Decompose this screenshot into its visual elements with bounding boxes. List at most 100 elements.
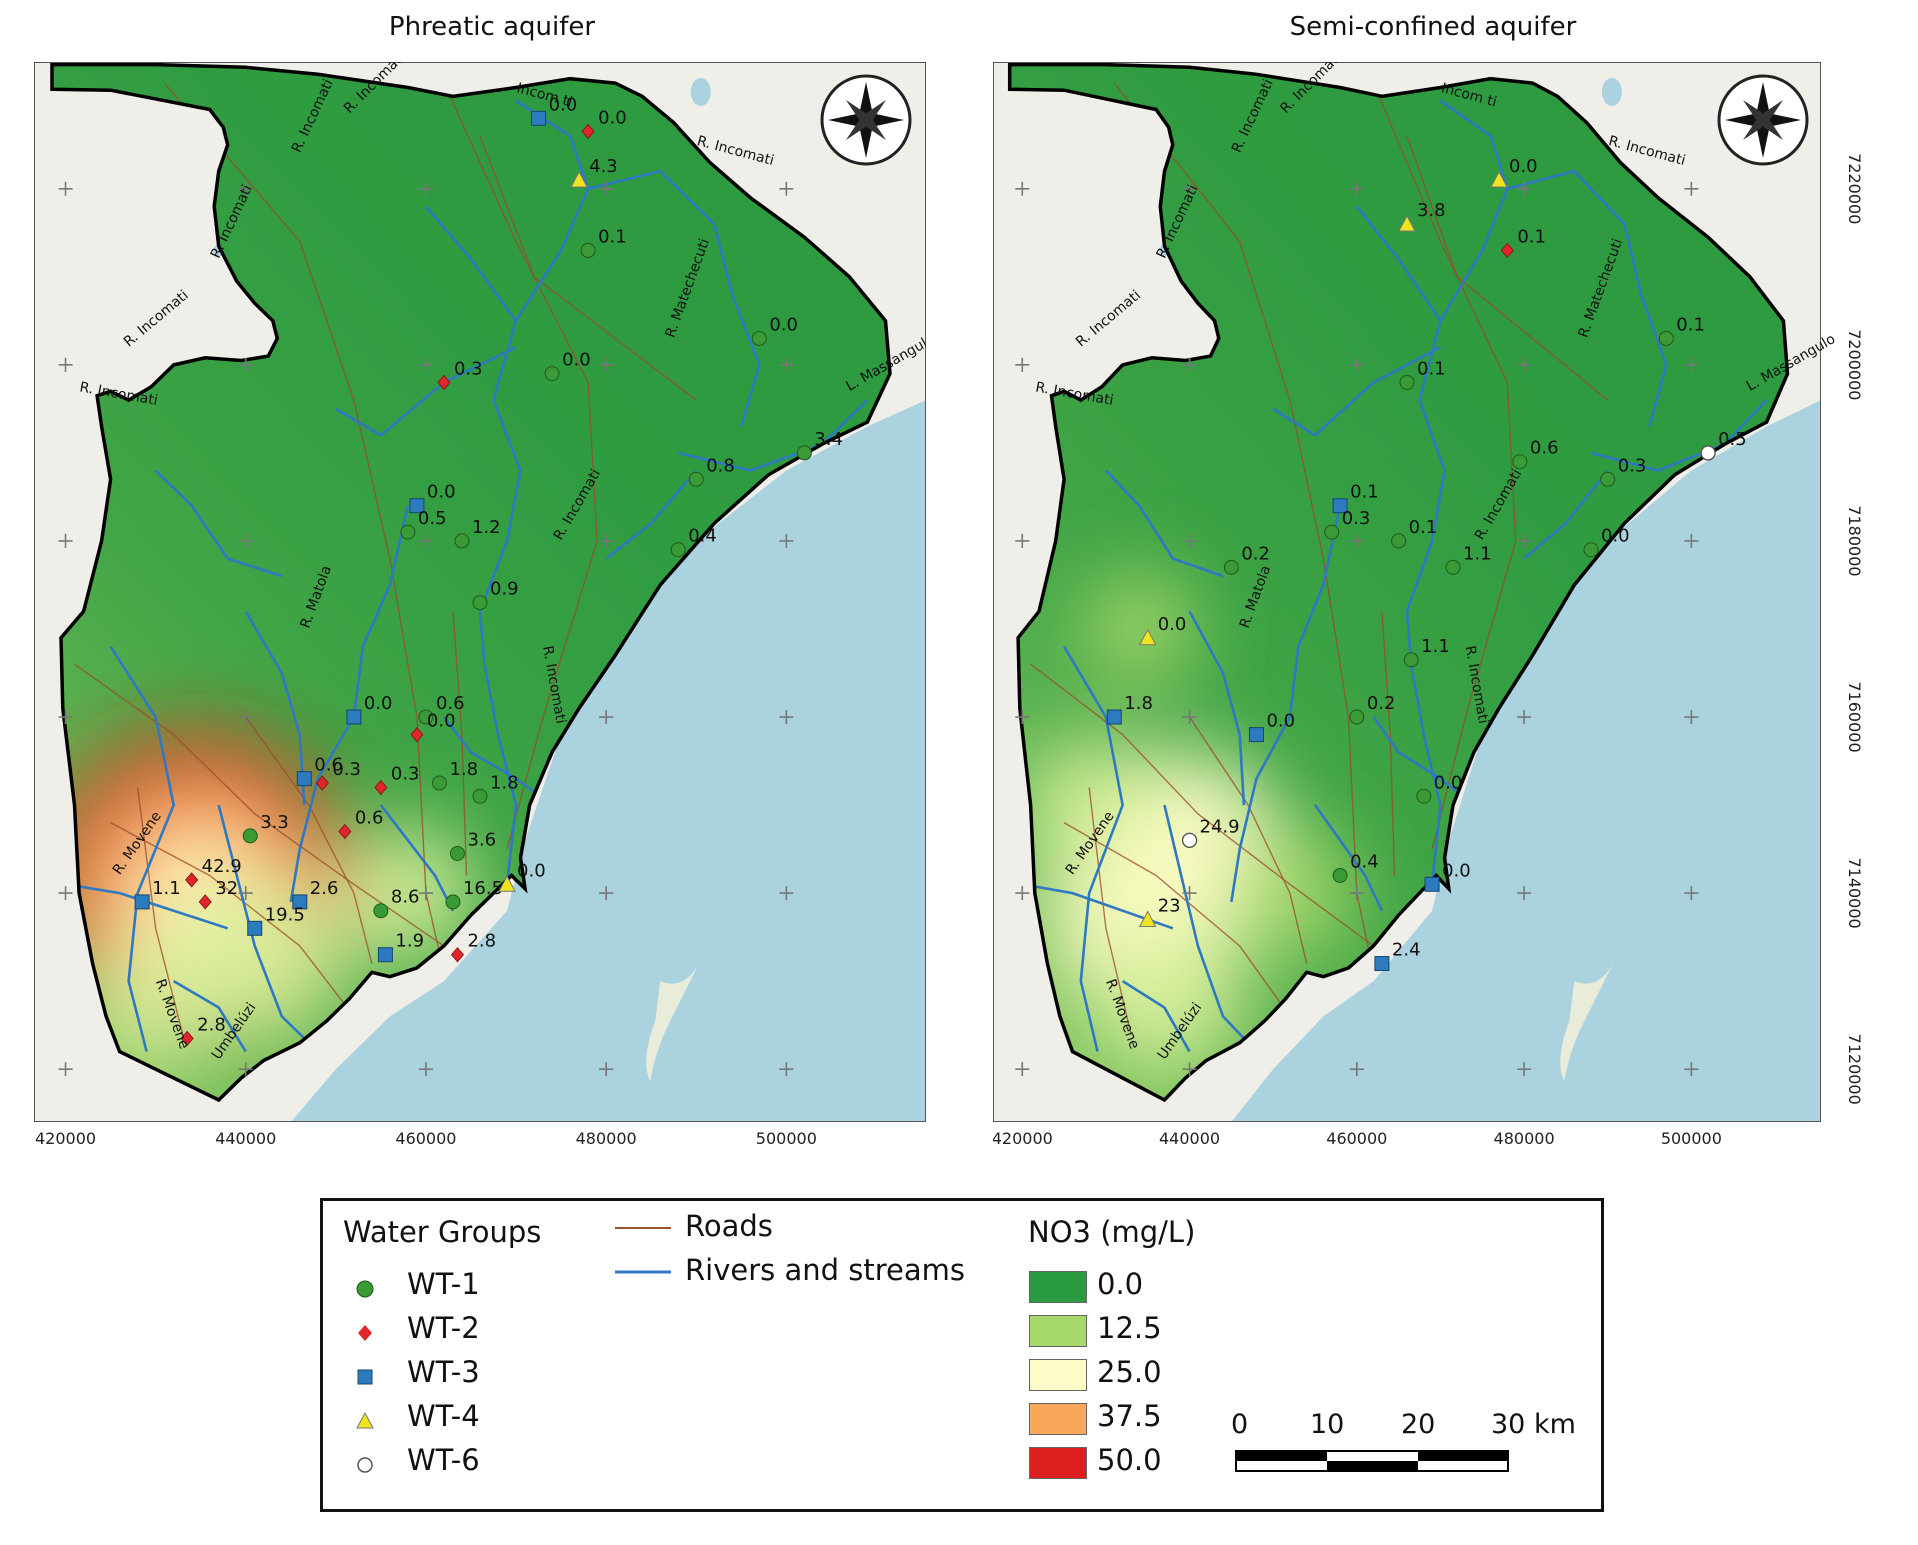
sample-point-wt-6[interactable] — [1700, 445, 1716, 461]
roads-line-icon — [615, 1227, 671, 1229]
sample-point-wt-1[interactable] — [1391, 533, 1407, 549]
sample-point-wt-3[interactable] — [409, 498, 425, 514]
sample-point-wt-2[interactable] — [185, 872, 199, 888]
sample-point-wt-1[interactable] — [1416, 788, 1432, 804]
map-frame — [34, 62, 926, 1122]
sample-point-wt-4[interactable] — [570, 170, 588, 188]
sample-point-wt-6[interactable] — [1181, 832, 1198, 848]
map-semi-confined[interactable]: 0.0 3.8 0.1 0.1 0.1 0.5 0.6 0.3 0.1 0.3 0.1 0.0 0.2 1… — [993, 62, 1871, 1152]
sample-point-wt-3[interactable] — [1248, 727, 1264, 743]
wt3-symbol-icon — [357, 1369, 373, 1385]
sample-point-wt-1[interactable] — [1403, 652, 1419, 668]
sample-point-wt-1[interactable] — [472, 595, 488, 611]
grid-cross — [238, 181, 253, 196]
sample-point-wt-3[interactable] — [134, 894, 150, 910]
sample-point-wt-2[interactable] — [315, 775, 329, 791]
grid-cross — [1349, 357, 1364, 372]
sample-value-label: 0.3 — [391, 763, 420, 784]
sample-point-wt-4[interactable] — [1138, 628, 1157, 646]
sample-point-wt-1[interactable] — [1332, 867, 1348, 883]
sample-point-wt-4[interactable] — [1138, 910, 1157, 928]
grid-cross — [418, 181, 433, 196]
grid-cross — [58, 181, 73, 196]
sample-point-wt-1[interactable] — [751, 330, 767, 346]
sample-point-wt-1[interactable] — [670, 542, 686, 558]
sample-point-wt-2[interactable] — [450, 947, 465, 963]
sample-point-wt-1[interactable] — [1512, 454, 1528, 470]
sample-point-wt-1[interactable] — [472, 788, 488, 804]
sample-point-wt-1[interactable] — [580, 242, 596, 258]
sample-point-wt-1[interactable] — [544, 366, 560, 382]
sample-point-wt-1[interactable] — [242, 828, 258, 844]
sample-point-wt-1[interactable] — [1600, 471, 1616, 487]
sample-point-wt-2[interactable] — [374, 779, 388, 796]
sample-point-wt-2[interactable] — [338, 823, 352, 840]
sample-point-wt-1[interactable] — [1445, 559, 1461, 575]
sample-point-wt-1[interactable] — [688, 471, 704, 487]
grid-cross — [1182, 886, 1197, 901]
sample-value-label: 0.0 — [549, 94, 578, 115]
sample-point-wt-1[interactable] — [400, 524, 416, 540]
grid-cross — [779, 886, 794, 901]
legend: Water Groups WT-1 WT-2 WT-3 WT-4 WT-6 Ro… — [320, 1198, 1604, 1512]
sample-point-wt-2[interactable] — [1500, 242, 1514, 259]
sample-point-wt-3[interactable] — [1374, 956, 1390, 972]
ramp-value-2: 25.0 — [1097, 1355, 1162, 1389]
scale-label-20: 20 — [1401, 1409, 1436, 1440]
grid-cross — [779, 1062, 794, 1077]
sample-point-wt-1[interactable] — [418, 709, 434, 725]
sample-value-label: 0.0 — [1158, 614, 1187, 635]
legend-ramp-title: NO3 (mg/L) — [1028, 1215, 1196, 1249]
grid-cross — [58, 1062, 73, 1077]
sample-point-wt-3[interactable] — [1332, 498, 1348, 514]
sample-point-wt-1[interactable] — [454, 533, 470, 549]
map-phreatic[interactable]: 0.0 0.0 4.3 0.1 0.0 0.3 0.0 3.4 0.8 0.0 0.5 1.2 0.4 0… — [34, 62, 926, 1152]
sample-point-wt-1[interactable] — [373, 903, 389, 919]
grid-cross — [1182, 357, 1197, 372]
sample-point-wt-1[interactable] — [449, 845, 465, 861]
sample-point-wt-1[interactable] — [1223, 559, 1239, 575]
legend-rivers: Rivers and streams — [685, 1253, 965, 1287]
sample-point-wt-2[interactable] — [410, 727, 424, 743]
y-tick-label: 7160000 — [1845, 681, 1864, 752]
sample-point-wt-2[interactable] — [437, 374, 451, 391]
sample-point-wt-3[interactable] — [377, 947, 393, 963]
sample-value-label: 2.8 — [467, 931, 496, 952]
sample-point-wt-1[interactable] — [1349, 709, 1365, 725]
sample-value-label: 42.9 — [202, 856, 242, 877]
wt1-symbol-icon — [356, 1280, 374, 1298]
sample-point-wt-3[interactable] — [1106, 709, 1122, 725]
sample-value-label: 16.5 — [463, 878, 503, 899]
road-line — [110, 822, 355, 1017]
sample-value-label: 1.9 — [395, 931, 424, 952]
sample-point-wt-4[interactable] — [498, 875, 516, 892]
grid-cross — [1517, 533, 1532, 548]
sample-point-wt-1[interactable] — [445, 894, 461, 910]
sample-value-label: 0.9 — [490, 579, 519, 600]
sample-point-wt-1[interactable] — [796, 445, 812, 461]
sample-value-label: 23 — [1158, 896, 1181, 917]
sample-point-wt-1[interactable] — [1658, 330, 1674, 346]
sample-point-wt-1[interactable] — [431, 775, 447, 791]
sample-point-wt-1[interactable] — [1399, 374, 1415, 390]
sample-point-wt-2[interactable] — [581, 123, 595, 140]
sample-point-wt-3[interactable] — [1424, 876, 1440, 892]
sample-point-wt-3[interactable] — [247, 920, 263, 936]
sample-point-wt-3[interactable] — [346, 709, 362, 725]
sample-point-wt-4[interactable] — [1490, 170, 1508, 188]
sample-point-wt-1[interactable] — [1583, 542, 1599, 558]
sample-value-label: 1.1 — [1463, 543, 1492, 564]
road-line — [1088, 787, 1132, 1035]
sample-point-wt-3[interactable] — [296, 771, 312, 787]
road-line — [1381, 611, 1396, 876]
sample-point-wt-3[interactable] — [292, 894, 308, 910]
sample-point-wt-2[interactable] — [180, 1030, 194, 1046]
road-line — [1372, 82, 1517, 850]
sample-point-wt-3[interactable] — [531, 110, 547, 126]
grid-cross — [1182, 181, 1197, 196]
sample-point-wt-1[interactable] — [1324, 524, 1340, 540]
grid-cross — [1015, 886, 1030, 901]
sample-point-wt-2[interactable] — [198, 894, 212, 910]
north-arrow-compass-icon — [820, 74, 912, 166]
sample-point-wt-4[interactable] — [1398, 214, 1416, 232]
